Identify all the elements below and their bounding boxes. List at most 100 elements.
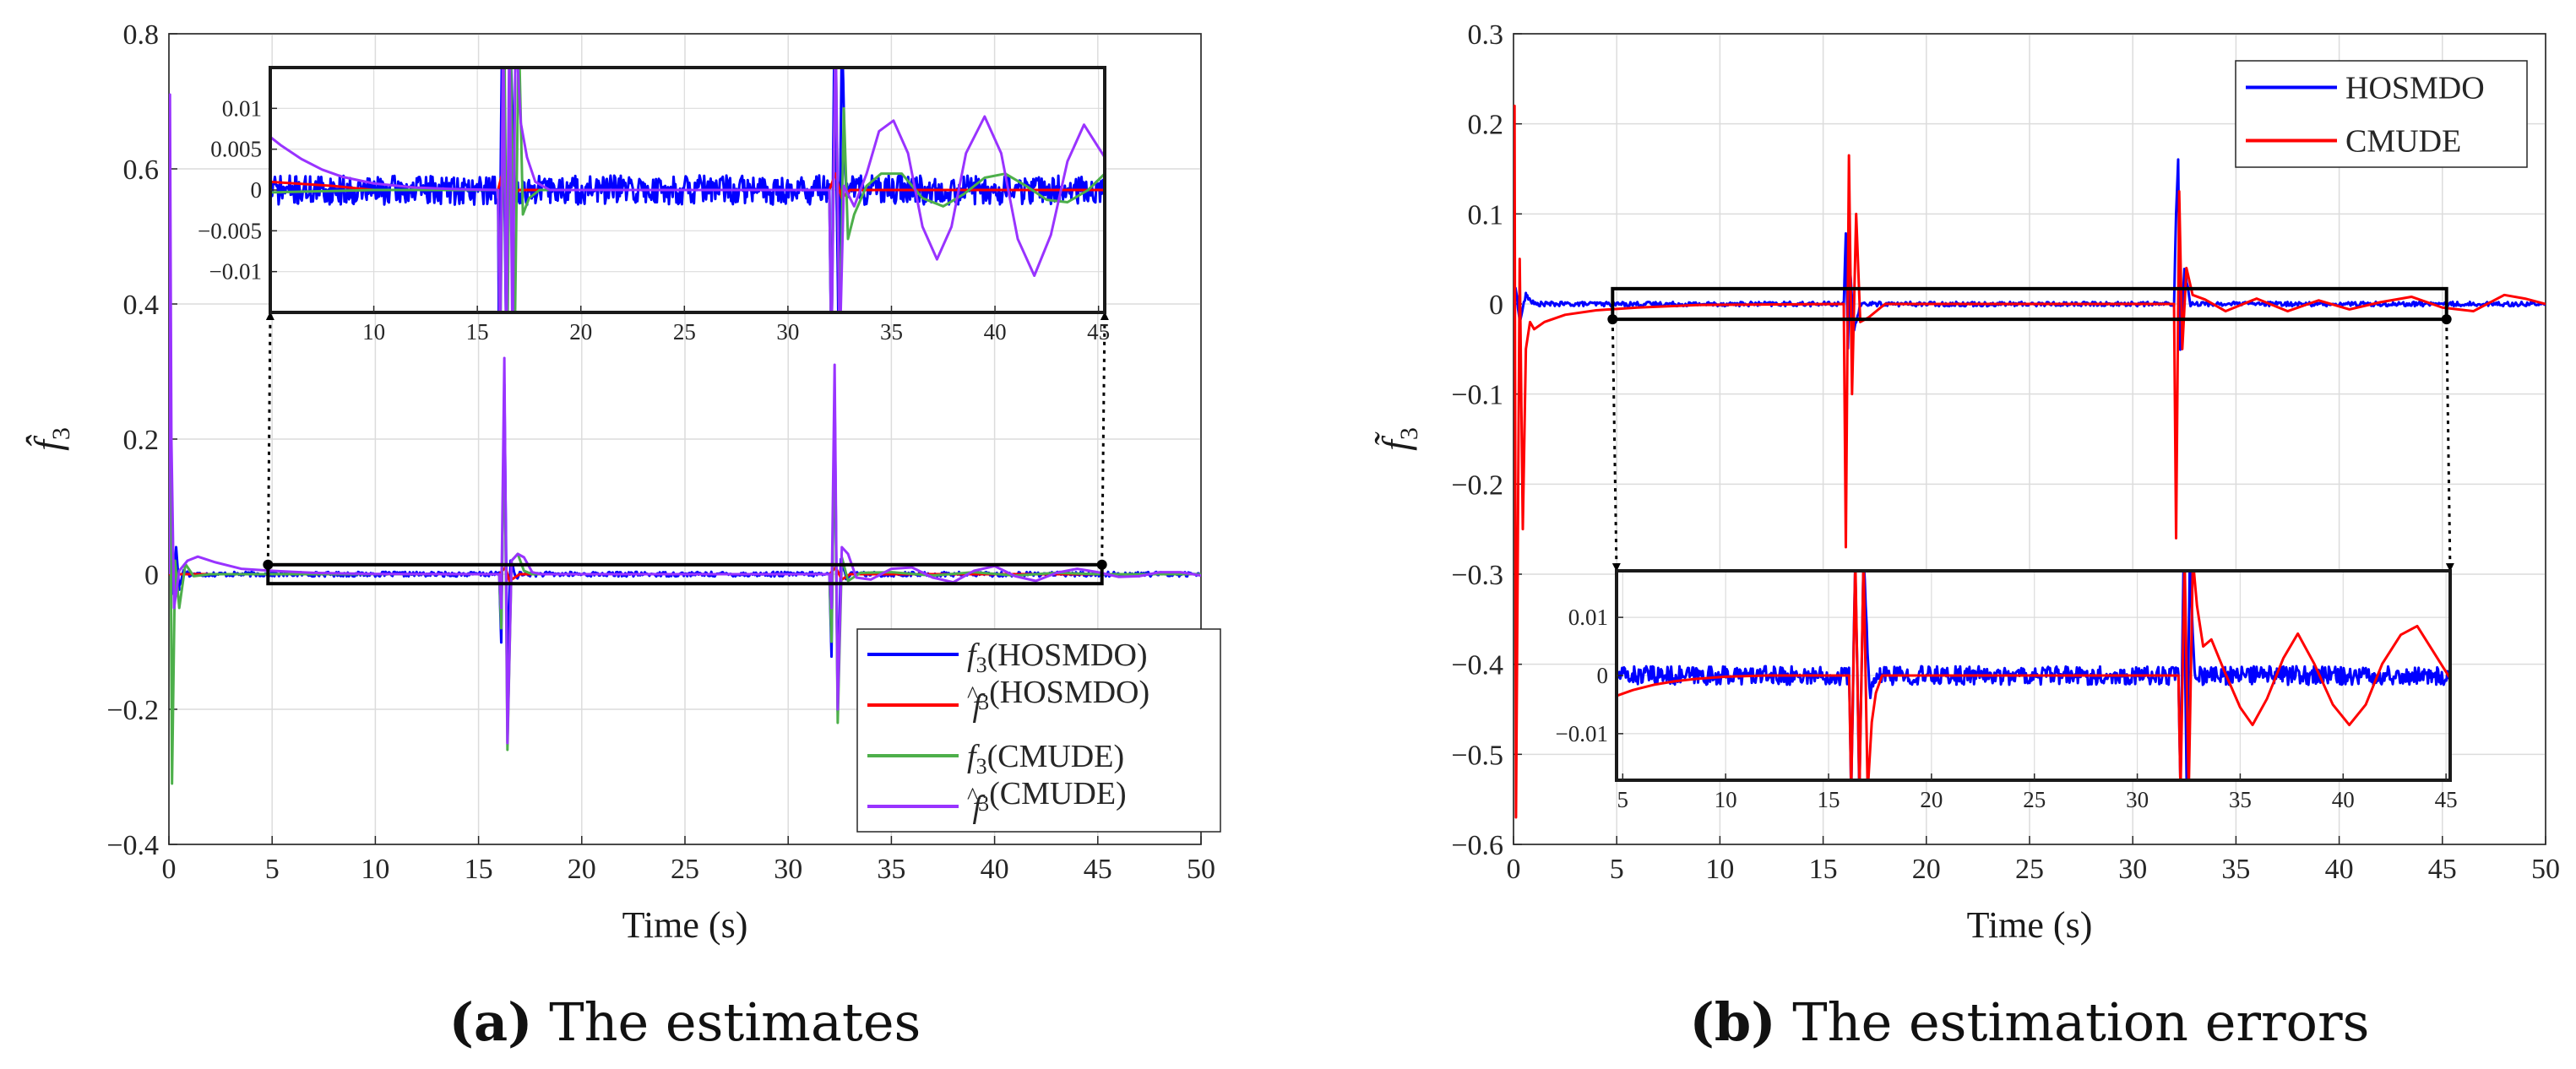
inset-x-tick-label: 45 — [1087, 319, 1110, 345]
chart-b-zoom-indicator — [1607, 286, 2454, 572]
y-tick-label: −0.3 — [1451, 560, 1503, 591]
inset-y-tick-label: −0.01 — [209, 259, 262, 285]
zoom-box — [1611, 286, 2448, 322]
x-tick-label: 15 — [1809, 854, 1838, 885]
chart-a-x-label: Time (s) — [622, 904, 748, 946]
y-tick-label: 0.8 — [123, 19, 160, 51]
chart-a-inset: 10 15 20 25 30 35 40 45 −0.01 −0.005 0 0.005 0.01 — [198, 66, 1110, 345]
chart-b-x-label: Time (s) — [1967, 904, 2093, 946]
inset-y-tick-label: 0.01 — [1568, 605, 1608, 630]
inset-x-tick-label: 15 — [1818, 787, 1840, 812]
chart-b: 0 5 10 15 20 25 30 35 40 45 50 −0.6−0.5−0.4−0.3−0.… — [1373, 19, 2560, 1053]
series-line-cmude — [1514, 104, 2546, 819]
chart-b-legend: HOSMDO CMUDE — [2235, 60, 2528, 168]
y-tick-label: 0.2 — [123, 425, 160, 456]
legend-box — [2235, 60, 2528, 168]
legend-entry-label: f3(CMUDE) — [967, 739, 1124, 779]
inset-x-tick-label: 30 — [776, 319, 799, 345]
x-tick-label: 10 — [1705, 854, 1734, 885]
x-tick-label: 30 — [2118, 854, 2147, 885]
y-tick-label: −0.6 — [1451, 830, 1503, 861]
y-tick-label: −0.5 — [1451, 740, 1503, 771]
inset-x-tick-label: 25 — [2023, 787, 2046, 812]
inset-y-tick-label: 0.005 — [210, 137, 262, 162]
chart-b-y-label: f̃3 — [1373, 427, 1423, 451]
svg-text:f̂3: f̂3 — [25, 427, 75, 451]
x-tick-label: 50 — [1187, 854, 1215, 885]
x-tick-label: 30 — [774, 854, 802, 885]
chart-a-series — [168, 33, 1202, 845]
y-tick-label: 0.1 — [1468, 199, 1504, 231]
inset-y-tick-label: −0.005 — [198, 218, 262, 243]
chart-b-series — [1513, 33, 2546, 845]
y-tick-label: 0 — [144, 560, 159, 591]
inset-y-tick-label: 0.01 — [222, 95, 262, 121]
inset-x-tick-label: 25 — [673, 319, 696, 345]
chart-b-y-ticks: −0.6 −0.5 −0.4 −0.3 −0.2 −0.1 0 0.1 0.2 0.3 — [1451, 19, 1522, 861]
chart-a-caption: (a) The estimates — [449, 991, 921, 1053]
legend-box — [856, 628, 1221, 833]
chart-a-zoom-indicator — [263, 312, 1109, 586]
y-tick-label: 0.6 — [123, 155, 160, 186]
x-tick-label: 25 — [2015, 854, 2044, 885]
y-tick-label: −0.4 — [1451, 650, 1503, 681]
inset-x-tick-label: 5 — [1617, 787, 1629, 812]
chart-b-caption: (b) The estimation errors — [1690, 991, 2370, 1053]
chart-b-inset: 5 10 15 20 25 30 35 40 45 −0.01 0 0.01 — [1556, 569, 2458, 812]
inset-y-tick-label: 0 — [251, 177, 263, 203]
x-tick-label: 20 — [1912, 854, 1941, 885]
y-tick-label: −0.2 — [106, 695, 159, 726]
y-tick-label: 0 — [1489, 290, 1503, 321]
inset-x-tick-label: 35 — [2229, 787, 2252, 812]
chart-a: 0 5 10 15 20 25 30 35 40 45 50 −0.4 −0.2 0 0.2 0.4 0.6 0… — [25, 19, 1221, 1053]
x-tick-label: 0 — [162, 854, 177, 885]
x-tick-label: 5 — [265, 854, 280, 885]
zoom-box — [266, 562, 1104, 586]
inset-x-tick-label: 20 — [569, 319, 592, 345]
legend-entry-label: HOSMDO — [2345, 71, 2485, 106]
inset-x-tick-label: 15 — [466, 319, 489, 345]
x-tick-label: 50 — [2531, 854, 2560, 885]
inset-x-tick-label: 35 — [880, 319, 903, 345]
x-tick-label: 20 — [568, 854, 596, 885]
series-line-f3-cmude- — [169, 370, 1201, 785]
inset-y-tick-label: 0 — [1597, 663, 1609, 688]
y-tick-label: −0.2 — [1451, 469, 1503, 501]
y-tick-label: −0.4 — [106, 830, 159, 861]
inset-x-tick-label: 45 — [2435, 787, 2458, 812]
axes-frame — [1513, 33, 2546, 845]
x-tick-label: 5 — [1610, 854, 1624, 885]
inset-x-tick-label: 20 — [1920, 787, 1943, 812]
chart-b-x-ticks: 0 5 10 15 20 25 30 35 40 45 50 — [1507, 836, 2560, 885]
inset-series-line-hosmdo — [1617, 571, 2450, 780]
chart-a-legend: f3(HOSMDO)f^3(HOSMDO)f3(CMUDE)f^3(CMUDE) — [856, 628, 1221, 833]
inset-y-tick-label: −0.01 — [1556, 721, 1608, 746]
x-tick-label: 25 — [671, 854, 699, 885]
series-line-f3hat-cmude- — [169, 93, 1201, 745]
x-tick-label: 35 — [2221, 854, 2250, 885]
x-tick-label: 0 — [1507, 854, 1521, 885]
legend-entry-label: f3(HOSMDO) — [967, 638, 1148, 677]
chart-a-y-ticks: −0.4 −0.2 0 0.2 0.4 0.6 0.8 — [106, 19, 177, 861]
y-tick-label: 0.2 — [1468, 110, 1504, 141]
y-tick-label: 0.4 — [123, 290, 160, 321]
inset-x-tick-label: 40 — [984, 319, 1007, 345]
inset-series-line-cmude — [1617, 571, 2450, 780]
inset-x-tick-label: 30 — [2126, 787, 2149, 812]
x-tick-label: 45 — [1084, 854, 1112, 885]
chart-a-y-label: f̂3 — [25, 427, 75, 451]
x-tick-label: 45 — [2428, 854, 2457, 885]
y-tick-label: 0.3 — [1468, 19, 1504, 51]
svg-text:f̃3: f̃3 — [1373, 427, 1423, 451]
inset-x-tick-label: 40 — [2332, 787, 2355, 812]
inset-x-tick-label: 10 — [1715, 787, 1737, 812]
x-tick-label: 15 — [465, 854, 493, 885]
x-tick-label: 40 — [981, 854, 1009, 885]
inset-x-tick-label: 10 — [362, 319, 385, 345]
x-tick-label: 40 — [2325, 854, 2354, 885]
x-tick-label: 10 — [361, 854, 389, 885]
inset-series-line-f3hat-cmude- — [270, 68, 1105, 312]
legend-entry-label: CMUDE — [2345, 124, 2461, 160]
y-tick-label: −0.1 — [1451, 380, 1503, 411]
